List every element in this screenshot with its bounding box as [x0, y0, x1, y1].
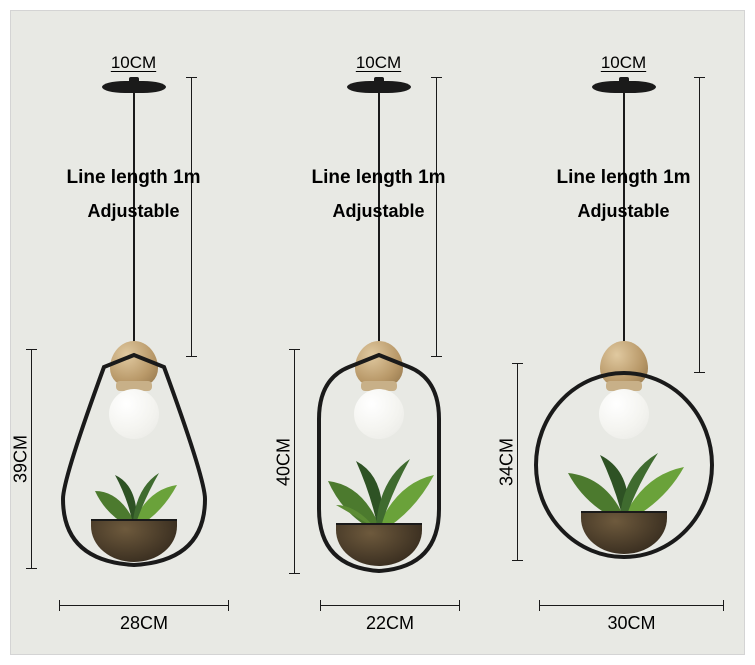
- canopy-width-label: 10CM: [601, 53, 646, 73]
- canopy-width-label: 10CM: [356, 53, 401, 73]
- vertical-guide: [191, 77, 192, 357]
- adjustable-label: Adjustable: [87, 201, 179, 222]
- lamp-variant-2: 10CM Line length 1m Adjustable: [256, 11, 501, 654]
- height-label: 39CM: [11, 435, 32, 483]
- width-dimension: 30CM: [539, 605, 724, 606]
- height-dimension: 34CM: [517, 363, 518, 561]
- line-length-label: Line length 1m: [311, 167, 445, 189]
- line-length-label: Line length 1m: [66, 167, 200, 189]
- width-label: 28CM: [120, 613, 168, 634]
- lamp-variant-1: 10CM Line length 1m Adjustable: [11, 11, 256, 654]
- adjustable-label: Adjustable: [332, 201, 424, 222]
- canopy-width-label: 10CM: [111, 53, 156, 73]
- width-dimension: 22CM: [320, 605, 460, 606]
- line-length-label: Line length 1m: [556, 167, 690, 189]
- ceiling-canopy: [102, 81, 166, 93]
- height-label: 34CM: [497, 438, 518, 486]
- width-label: 22CM: [366, 613, 414, 634]
- vertical-guide: [436, 77, 437, 357]
- lamp-variant-3: 10CM Line length 1m Adjustable: [501, 11, 746, 654]
- width-label: 30CM: [607, 613, 655, 634]
- light-bulb: [599, 389, 649, 439]
- vertical-guide: [699, 77, 700, 373]
- height-label: 40CM: [274, 437, 295, 485]
- width-dimension: 28CM: [59, 605, 229, 606]
- dimension-diagram: 10CM Line length 1m Adjustable: [10, 10, 745, 655]
- light-bulb: [354, 389, 404, 439]
- light-bulb: [109, 389, 159, 439]
- ceiling-canopy: [592, 81, 656, 93]
- height-dimension: 40CM: [294, 349, 295, 574]
- height-dimension: 39CM: [31, 349, 32, 569]
- ceiling-canopy: [347, 81, 411, 93]
- adjustable-label: Adjustable: [577, 201, 669, 222]
